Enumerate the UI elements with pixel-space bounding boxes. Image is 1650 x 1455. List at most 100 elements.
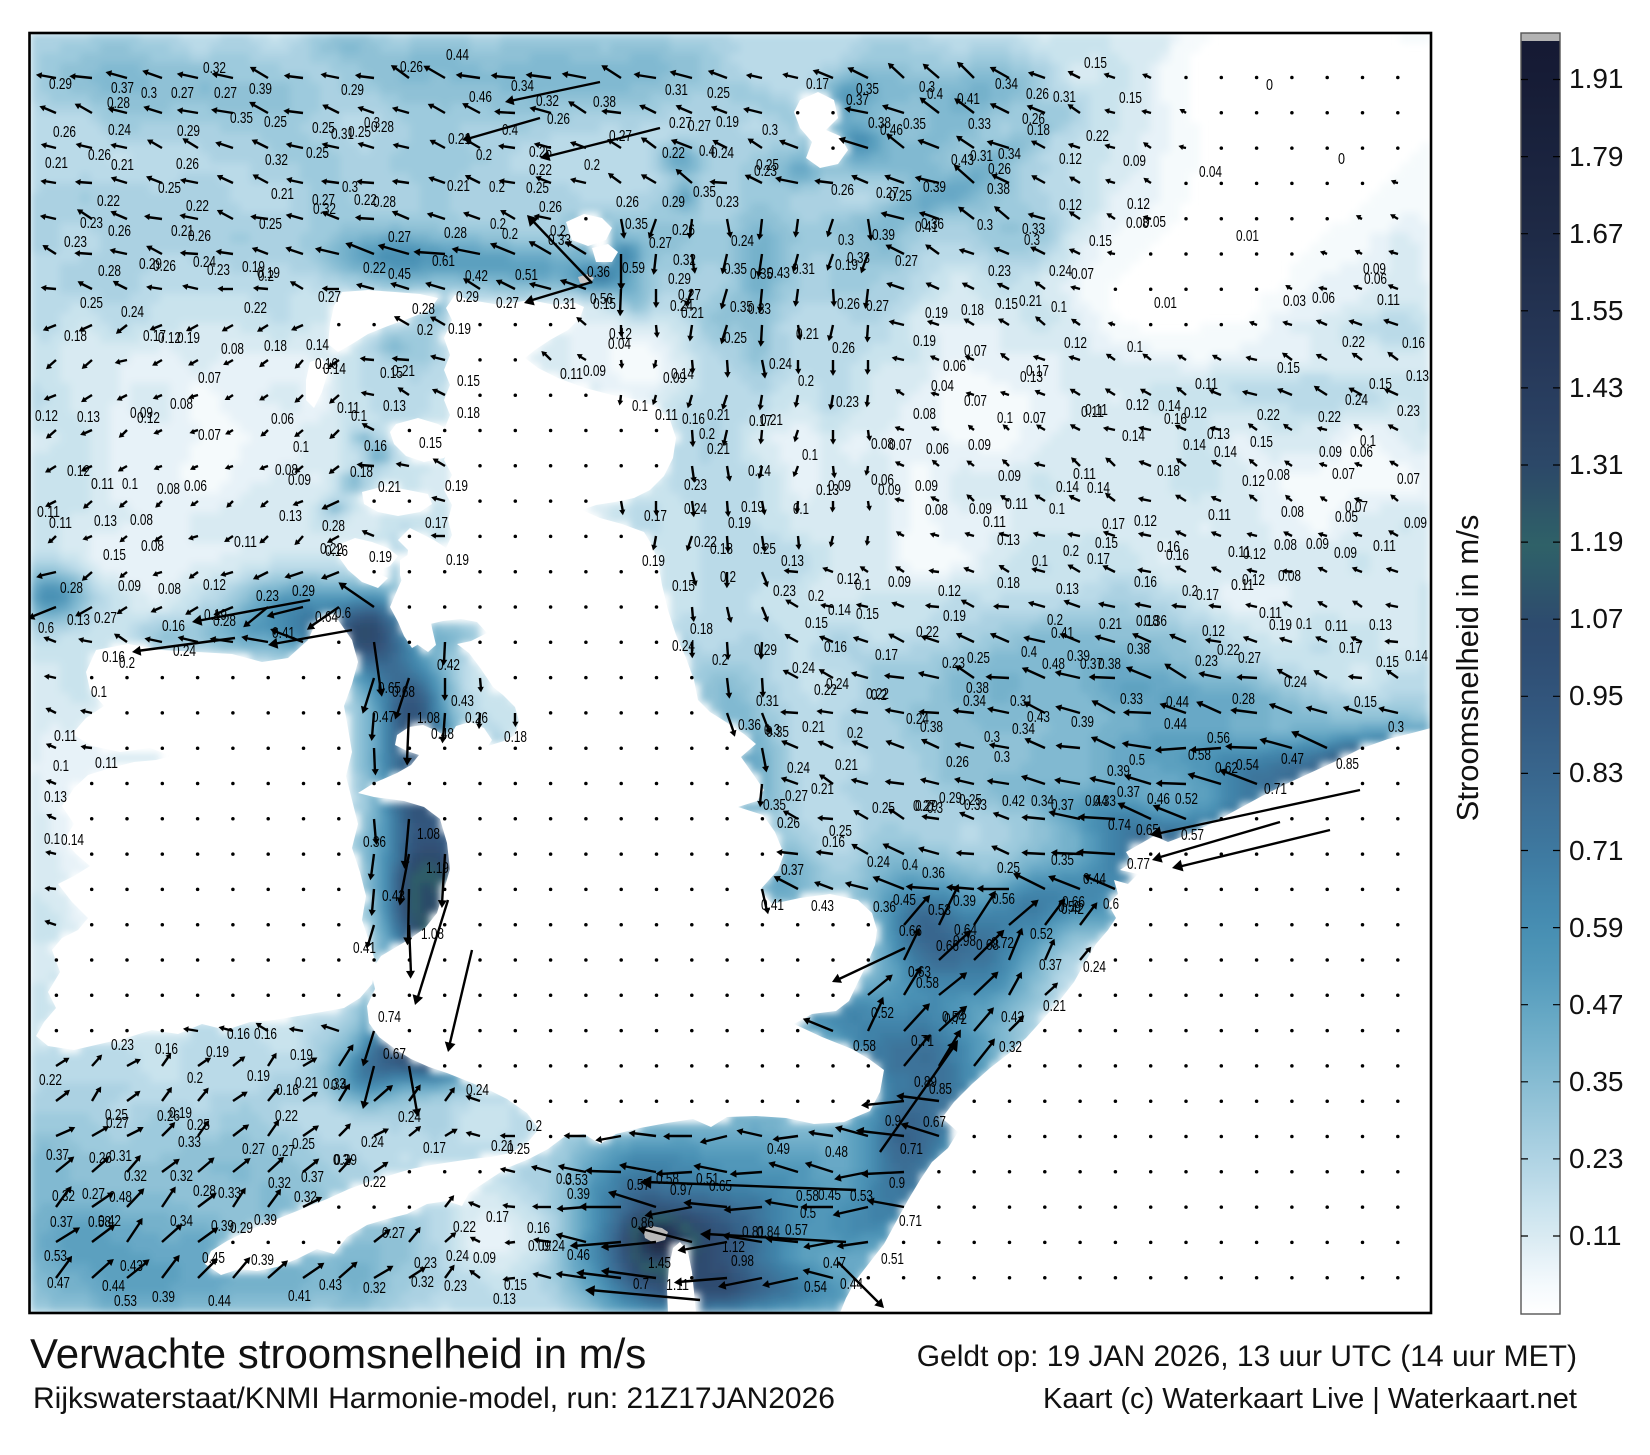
svg-text:0.25: 0.25 bbox=[889, 188, 912, 205]
svg-text:0.28: 0.28 bbox=[444, 225, 467, 242]
svg-text:0.23: 0.23 bbox=[716, 194, 739, 211]
svg-text:0.1: 0.1 bbox=[91, 684, 107, 701]
svg-text:0.12: 0.12 bbox=[1126, 397, 1149, 414]
svg-text:0.31: 0.31 bbox=[553, 296, 576, 313]
svg-text:0.25: 0.25 bbox=[967, 650, 990, 667]
svg-text:0.15: 0.15 bbox=[1354, 694, 1377, 711]
svg-text:0.06: 0.06 bbox=[184, 478, 207, 495]
svg-text:0.18: 0.18 bbox=[64, 328, 87, 345]
svg-text:0.1: 0.1 bbox=[1127, 339, 1143, 356]
svg-text:0.07: 0.07 bbox=[1397, 471, 1420, 488]
svg-text:0.4: 0.4 bbox=[902, 857, 918, 874]
svg-text:0.38: 0.38 bbox=[1098, 656, 1121, 673]
svg-text:0.26: 0.26 bbox=[108, 223, 131, 240]
svg-text:0.12: 0.12 bbox=[35, 408, 58, 425]
svg-text:0.09: 0.09 bbox=[968, 437, 991, 454]
svg-text:0.34: 0.34 bbox=[511, 78, 534, 95]
svg-text:0.15: 0.15 bbox=[672, 578, 695, 595]
svg-text:0.37: 0.37 bbox=[781, 862, 804, 879]
svg-text:0.21: 0.21 bbox=[1019, 293, 1042, 310]
svg-text:0.1: 0.1 bbox=[997, 410, 1013, 427]
svg-text:0.35: 0.35 bbox=[903, 116, 926, 133]
svg-text:0.27: 0.27 bbox=[171, 85, 194, 102]
svg-text:0.26: 0.26 bbox=[988, 161, 1011, 178]
svg-text:0.04: 0.04 bbox=[608, 336, 631, 353]
svg-text:0.22: 0.22 bbox=[186, 198, 209, 215]
svg-text:0.61: 0.61 bbox=[432, 253, 455, 270]
svg-text:0.21: 0.21 bbox=[111, 157, 134, 174]
svg-text:0.24: 0.24 bbox=[867, 854, 890, 871]
svg-text:0.27: 0.27 bbox=[609, 128, 632, 145]
svg-text:0.46: 0.46 bbox=[880, 122, 903, 139]
svg-text:0.13: 0.13 bbox=[781, 553, 804, 570]
svg-text:0.56: 0.56 bbox=[1207, 730, 1230, 747]
svg-text:0.06: 0.06 bbox=[1350, 444, 1373, 461]
svg-text:0.18: 0.18 bbox=[690, 621, 713, 638]
svg-text:0.3: 0.3 bbox=[994, 749, 1010, 766]
svg-text:0.07: 0.07 bbox=[889, 437, 912, 454]
svg-text:0.15: 0.15 bbox=[1119, 90, 1142, 107]
svg-text:0.13: 0.13 bbox=[44, 789, 67, 806]
svg-text:0.36: 0.36 bbox=[363, 834, 386, 851]
svg-text:0.22: 0.22 bbox=[1342, 334, 1365, 351]
svg-text:0.24: 0.24 bbox=[173, 643, 196, 660]
svg-text:0.07: 0.07 bbox=[1023, 410, 1046, 427]
svg-text:0.09: 0.09 bbox=[915, 478, 938, 495]
svg-text:0.27: 0.27 bbox=[496, 295, 519, 312]
svg-text:0.33: 0.33 bbox=[1120, 691, 1143, 708]
svg-text:0.19: 0.19 bbox=[445, 478, 468, 495]
svg-text:0.25: 0.25 bbox=[306, 145, 329, 162]
svg-text:0.19: 0.19 bbox=[741, 499, 764, 516]
svg-text:0.08: 0.08 bbox=[158, 581, 181, 598]
svg-text:0.41: 0.41 bbox=[957, 91, 980, 108]
svg-text:0.39: 0.39 bbox=[872, 227, 895, 244]
svg-text:0.35: 0.35 bbox=[766, 724, 789, 741]
svg-text:0.27: 0.27 bbox=[895, 253, 918, 270]
svg-text:0.42: 0.42 bbox=[1002, 793, 1025, 810]
svg-text:0.21: 0.21 bbox=[811, 781, 834, 798]
svg-text:0.22: 0.22 bbox=[529, 162, 552, 179]
svg-text:0.16: 0.16 bbox=[1402, 335, 1425, 352]
svg-text:0.28: 0.28 bbox=[98, 263, 121, 280]
svg-text:0.19: 0.19 bbox=[448, 321, 471, 338]
svg-text:0.15: 0.15 bbox=[457, 373, 480, 390]
svg-text:0.6: 0.6 bbox=[335, 605, 351, 622]
svg-text:0.17: 0.17 bbox=[1102, 516, 1125, 533]
svg-text:0.09: 0.09 bbox=[1306, 536, 1329, 553]
svg-text:0.24: 0.24 bbox=[711, 145, 734, 162]
svg-text:0.19: 0.19 bbox=[925, 305, 948, 322]
svg-text:0.22: 0.22 bbox=[916, 624, 939, 641]
svg-text:0.29: 0.29 bbox=[662, 194, 685, 211]
svg-text:0.15: 0.15 bbox=[593, 296, 616, 313]
svg-text:0.11: 0.11 bbox=[1208, 507, 1231, 524]
svg-text:0.14: 0.14 bbox=[306, 337, 329, 354]
svg-text:0.19: 0.19 bbox=[913, 333, 936, 350]
svg-text:0.38: 0.38 bbox=[593, 94, 616, 111]
svg-text:0.13: 0.13 bbox=[997, 532, 1020, 549]
svg-text:0.26: 0.26 bbox=[837, 296, 860, 313]
svg-text:0.2: 0.2 bbox=[847, 725, 863, 742]
svg-text:0.06: 0.06 bbox=[271, 411, 294, 428]
svg-text:0.08: 0.08 bbox=[221, 341, 244, 358]
svg-text:0.35: 0.35 bbox=[763, 797, 786, 814]
svg-text:0.32: 0.32 bbox=[203, 60, 226, 77]
svg-text:0.28: 0.28 bbox=[1232, 691, 1255, 708]
svg-text:0.2: 0.2 bbox=[119, 655, 135, 672]
svg-text:1.08: 1.08 bbox=[417, 710, 440, 727]
svg-text:0.11: 0.11 bbox=[983, 514, 1006, 531]
svg-text:0.42: 0.42 bbox=[465, 268, 488, 285]
svg-text:0.09: 0.09 bbox=[1334, 545, 1357, 562]
svg-text:0.24: 0.24 bbox=[1284, 674, 1307, 691]
svg-text:0.68: 0.68 bbox=[392, 684, 415, 701]
svg-text:0.25: 0.25 bbox=[259, 216, 282, 233]
svg-text:0.08: 0.08 bbox=[170, 396, 193, 413]
svg-text:0.4: 0.4 bbox=[927, 86, 943, 103]
svg-text:0.08: 0.08 bbox=[925, 502, 948, 519]
svg-text:0.26: 0.26 bbox=[547, 111, 570, 128]
svg-text:0.29: 0.29 bbox=[292, 583, 315, 600]
svg-text:0.19: 0.19 bbox=[446, 552, 469, 569]
svg-text:0.13: 0.13 bbox=[67, 612, 90, 629]
svg-text:0.24: 0.24 bbox=[1345, 392, 1368, 409]
svg-text:0.3: 0.3 bbox=[141, 85, 157, 102]
svg-text:0.14: 0.14 bbox=[61, 832, 84, 849]
